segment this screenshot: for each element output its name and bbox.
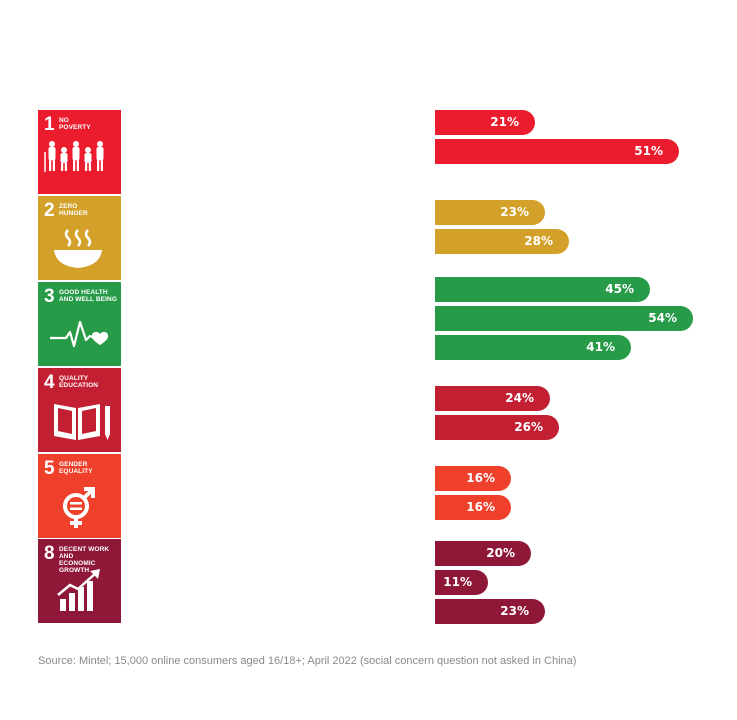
bar-sdg5-1: 16% xyxy=(435,466,511,491)
heartbeat-icon xyxy=(50,320,109,348)
sdg-tile-3: 3 GOOD HEALTH AND WELL BEING xyxy=(38,282,121,366)
sdg-label-line1: GOOD HEALTH xyxy=(59,289,108,296)
sdg-tile-1: 1 NO POVERTY xyxy=(38,110,121,194)
sdg-label: DECENT WORK AND ECONOMIC GROWTH xyxy=(59,546,119,574)
bar-value-label: 16% xyxy=(466,500,495,514)
sdg-number: 1 xyxy=(44,114,55,135)
growth-chart-icon xyxy=(57,569,100,611)
bar-sdg4-1: 24% xyxy=(435,386,550,411)
sdg-number: 2 xyxy=(44,200,55,221)
sdg-label: QUALITY EDUCATION xyxy=(59,375,119,389)
sdg-label-line2: AND WELL BEING xyxy=(59,296,117,303)
sdg-label: NO POVERTY xyxy=(59,117,119,131)
bar-value-label: 23% xyxy=(500,205,529,219)
bar-value-label: 41% xyxy=(586,340,615,354)
bar-value-label: 45% xyxy=(605,282,634,296)
source-note: Source: Mintel; 15,000 online consumers … xyxy=(38,655,577,667)
sdg-number: 4 xyxy=(44,372,55,393)
sdg-number: 5 xyxy=(44,458,55,479)
bar-value-label: 24% xyxy=(505,391,534,405)
bar-sdg8-1: 20% xyxy=(435,541,531,566)
sdg-label-line1: NO xyxy=(59,117,69,124)
bar-sdg3-1: 45% xyxy=(435,277,650,302)
family-icon xyxy=(44,141,104,172)
sdg-number: 3 xyxy=(44,286,55,307)
bar-value-label: 51% xyxy=(634,144,663,158)
sdg-label-line1: GENDER xyxy=(59,461,88,468)
sdg-label-line2: ECONOMIC GROWTH xyxy=(59,560,96,574)
bar-value-label: 20% xyxy=(486,546,515,560)
bar-value-label: 54% xyxy=(648,311,677,325)
bar-sdg2-2: 28% xyxy=(435,229,569,254)
bar-value-label: 21% xyxy=(490,115,519,129)
bar-value-label: 26% xyxy=(514,420,543,434)
sdg-number: 8 xyxy=(44,543,55,564)
bar-sdg3-2: 54% xyxy=(435,306,693,331)
bowl-icon xyxy=(54,229,102,268)
bar-sdg8-3: 23% xyxy=(435,599,545,624)
sdg-label: GENDER EQUALITY xyxy=(59,461,119,475)
sdg-label: ZERO HUNGER xyxy=(59,203,119,217)
bar-value-label: 16% xyxy=(466,471,495,485)
sdg-label-line2: POVERTY xyxy=(59,124,91,131)
bar-sdg5-2: 16% xyxy=(435,495,511,520)
sdg-label-line1: ZERO xyxy=(59,203,78,210)
sdg-tile-8: 8 DECENT WORK AND ECONOMIC GROWTH xyxy=(38,539,121,623)
sdg-label-line2: EDUCATION xyxy=(59,382,99,389)
sdg-tile-5: 5 GENDER EQUALITY xyxy=(38,454,121,538)
sdg-label-line1: DECENT WORK AND xyxy=(59,546,110,560)
bar-sdg8-2: 11% xyxy=(435,570,488,595)
sdg-label: GOOD HEALTH AND WELL BEING xyxy=(59,289,119,303)
bar-value-label: 23% xyxy=(500,604,529,618)
bar-value-label: 28% xyxy=(524,234,553,248)
sdg-label-line2: EQUALITY xyxy=(59,468,93,475)
sdg-label-line2: HUNGER xyxy=(59,210,88,217)
sdg-label-line1: QUALITY xyxy=(59,375,89,382)
book-pencil-icon xyxy=(54,404,110,440)
bar-sdg2-1: 23% xyxy=(435,200,545,225)
bar-sdg1-1: 21% xyxy=(435,110,535,135)
bar-sdg4-2: 26% xyxy=(435,415,559,440)
bar-sdg1-2: 51% xyxy=(435,139,679,164)
sdg-tile-2: 2 ZERO HUNGER xyxy=(38,196,121,280)
bar-value-label: 11% xyxy=(443,575,472,589)
bar-sdg3-3: 41% xyxy=(435,335,631,360)
gender-equality-icon xyxy=(63,487,95,528)
sdg-tile-4: 4 QUALITY EDUCATION xyxy=(38,368,121,452)
